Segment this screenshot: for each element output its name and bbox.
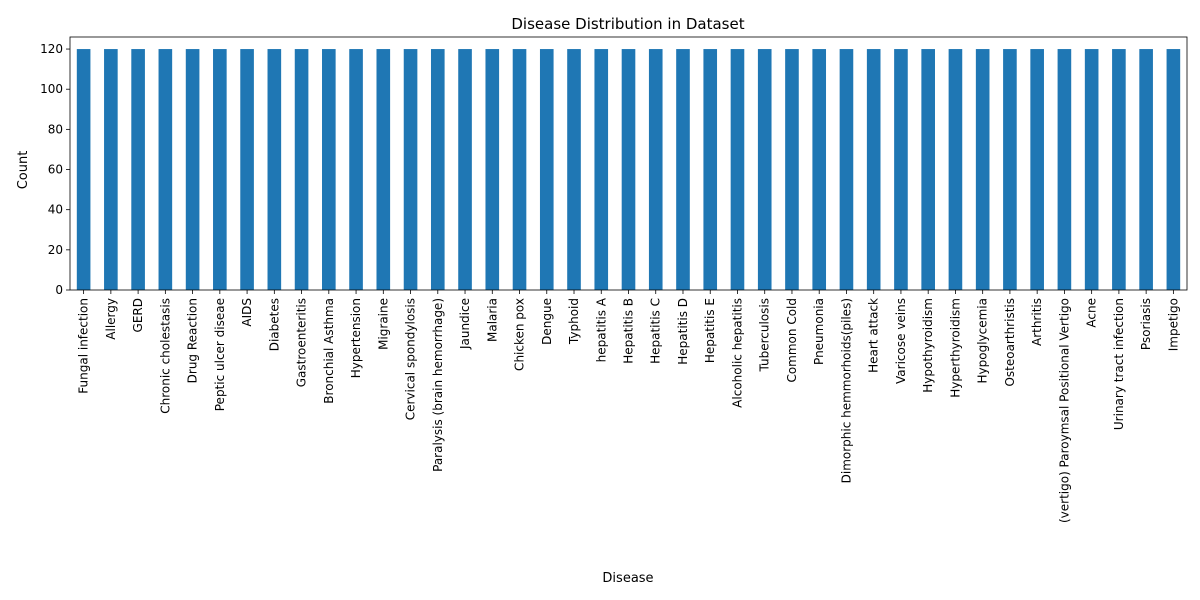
bar bbox=[1003, 49, 1017, 290]
bar bbox=[839, 49, 854, 290]
x-tick-label: Dengue bbox=[540, 298, 554, 345]
x-tick-label: Drug Reaction bbox=[186, 298, 200, 383]
x-tick-label: Hypothyroidism bbox=[921, 298, 935, 393]
x-tick-label: Fungal infection bbox=[77, 298, 91, 394]
y-tick-label: 0 bbox=[55, 283, 63, 297]
bar bbox=[158, 49, 173, 290]
x-tick-label: Dimorphic hemmorhoids(piles) bbox=[839, 298, 853, 483]
x-tick-label: Malaria bbox=[485, 298, 499, 342]
x-tick-label: Alcoholic hepatitis bbox=[730, 298, 744, 408]
bar bbox=[213, 49, 227, 290]
x-axis-label: Disease bbox=[602, 571, 653, 586]
bar bbox=[785, 49, 799, 290]
x-tick-label: Arthritis bbox=[1030, 298, 1044, 346]
bar bbox=[430, 49, 445, 290]
bar bbox=[458, 49, 472, 290]
x-tick-label: Chronic cholestasis bbox=[158, 298, 172, 414]
x-tick-label: Paralysis (brain hemorrhage) bbox=[431, 298, 445, 472]
bar bbox=[621, 49, 636, 290]
x-tick-label: hepatitis A bbox=[594, 297, 608, 362]
plot-border bbox=[69, 36, 1188, 291]
bar bbox=[975, 49, 990, 290]
bar bbox=[485, 49, 500, 290]
bar bbox=[1139, 49, 1153, 290]
x-tick-label: Urinary tract infection bbox=[1112, 298, 1126, 430]
bar bbox=[676, 49, 690, 290]
x-tick-label: Diabetes bbox=[267, 298, 281, 351]
y-tick-label: 20 bbox=[48, 243, 63, 257]
bar bbox=[1084, 49, 1099, 290]
x-tick-label: Pneumonia bbox=[812, 298, 826, 365]
y-tick-label: 60 bbox=[48, 163, 63, 177]
bar bbox=[539, 49, 554, 290]
x-tick-label: Hepatitis D bbox=[676, 298, 690, 365]
bar bbox=[594, 49, 609, 290]
bar bbox=[703, 49, 718, 290]
x-tick-label: GERD bbox=[131, 298, 145, 332]
bar bbox=[812, 49, 827, 290]
x-tick-label: Cervical spondylosis bbox=[404, 298, 418, 420]
bar bbox=[648, 49, 663, 290]
plot-frame bbox=[69, 36, 1188, 291]
y-tick-label: 120 bbox=[40, 42, 63, 56]
y-axis-ticks: 0 20 40 60 80 100 120 bbox=[40, 42, 70, 297]
x-tick-label: Common Cold bbox=[785, 298, 799, 383]
bar bbox=[1057, 49, 1072, 290]
x-tick-label: Chicken pox bbox=[513, 298, 527, 371]
x-tick-label: Gastroenteritis bbox=[295, 298, 309, 387]
bar bbox=[757, 49, 772, 290]
x-tick-label: Hypoglycemia bbox=[976, 298, 990, 384]
bar bbox=[948, 49, 963, 290]
bar bbox=[866, 49, 881, 290]
bar bbox=[294, 49, 309, 290]
x-tick-label: Varicose veins bbox=[894, 298, 908, 384]
x-tick-label: Typhoid bbox=[567, 298, 581, 345]
bar bbox=[1030, 49, 1044, 290]
x-tick-label: Jaundice bbox=[458, 298, 472, 350]
x-tick-label: Heart attack bbox=[867, 298, 881, 373]
bar bbox=[185, 49, 200, 290]
bar bbox=[104, 49, 118, 290]
bar bbox=[894, 49, 908, 290]
x-tick-label: (vertigo) Paroymsal Positional Vertigo bbox=[1057, 298, 1071, 523]
bar bbox=[1166, 49, 1181, 290]
bar bbox=[76, 49, 91, 290]
bar bbox=[267, 49, 282, 290]
bars-group bbox=[76, 49, 1181, 290]
bar bbox=[567, 49, 581, 290]
y-tick-label: 80 bbox=[48, 122, 63, 136]
x-tick-label: Peptic ulcer diseae bbox=[213, 298, 227, 411]
chart-title: Disease Distribution in Dataset bbox=[511, 15, 744, 33]
x-tick-label: Bronchial Asthma bbox=[322, 298, 336, 404]
x-tick-label: Hepatitis E bbox=[703, 298, 717, 363]
bar bbox=[322, 49, 336, 290]
bar bbox=[349, 49, 363, 290]
bar bbox=[376, 49, 391, 290]
bar bbox=[730, 49, 745, 290]
y-tick-label: 40 bbox=[48, 203, 63, 217]
x-tick-label: Psoriasis bbox=[1139, 298, 1153, 350]
x-tick-label: Tuberculosis bbox=[758, 298, 772, 373]
y-tick-label: 100 bbox=[40, 82, 63, 96]
x-tick-label: Hepatitis C bbox=[649, 298, 663, 364]
y-axis-label: Count bbox=[16, 151, 31, 190]
x-axis-ticks: Fungal infection Allergy GERD Chronic chole… bbox=[77, 290, 1180, 523]
x-tick-label: Hypertension bbox=[349, 298, 363, 378]
bar bbox=[131, 49, 145, 290]
x-tick-label: Impetigo bbox=[1166, 298, 1180, 351]
x-tick-label: Osteoarthristis bbox=[1003, 298, 1017, 387]
bar bbox=[403, 49, 418, 290]
x-tick-label: Migraine bbox=[376, 298, 390, 350]
bar bbox=[921, 49, 935, 290]
x-tick-label: Hyperthyroidism bbox=[948, 298, 962, 398]
x-tick-label: Hepatitis B bbox=[622, 298, 636, 364]
x-tick-label: Allergy bbox=[104, 298, 118, 340]
bar bbox=[240, 49, 254, 290]
x-tick-label: Acne bbox=[1085, 298, 1099, 328]
bar bbox=[1112, 49, 1126, 290]
bar bbox=[512, 49, 527, 290]
x-tick-label: AIDS bbox=[240, 298, 254, 327]
